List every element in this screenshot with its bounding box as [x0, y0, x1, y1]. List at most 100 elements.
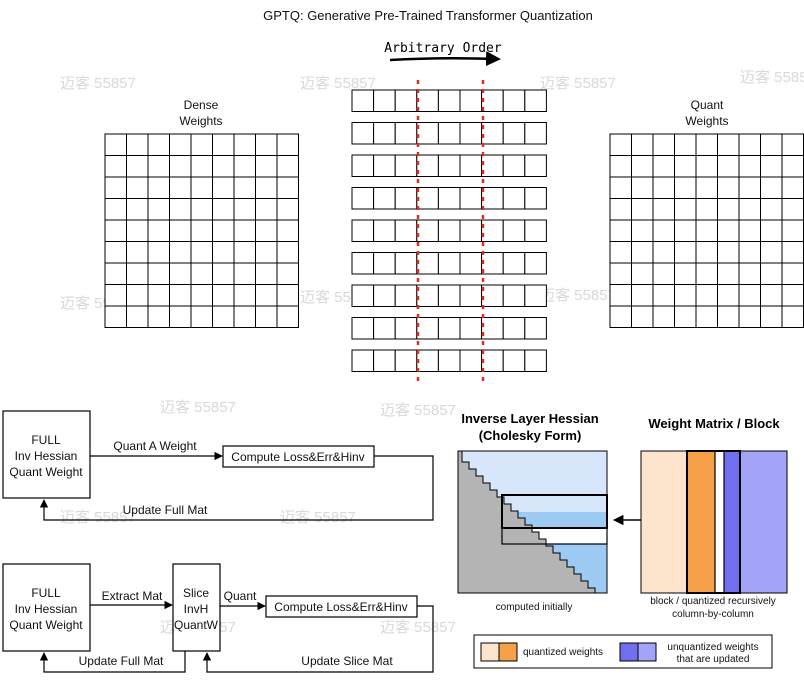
- grid-cell: [760, 133, 783, 156]
- row-cell: [502, 219, 526, 242]
- row-cell: [373, 219, 396, 242]
- legend-swatch-indigo: [619, 642, 639, 662]
- watermark: 迈客 55857: [280, 509, 356, 526]
- row-cell: [524, 284, 547, 307]
- grid-cell: [652, 198, 675, 221]
- grid-cell: [695, 176, 718, 199]
- grid-cell: [126, 241, 149, 264]
- grid-cell: [212, 241, 235, 264]
- grid-cell: [652, 241, 675, 264]
- row-cell: [373, 252, 396, 275]
- grid-cell: [717, 176, 740, 199]
- row-cell: [502, 284, 526, 307]
- grid-cell: [609, 241, 632, 264]
- unquantized-block: [724, 451, 740, 593]
- grid-cell: [609, 133, 632, 156]
- watermark: 迈客 55857: [60, 75, 136, 92]
- row-cell: [394, 349, 418, 372]
- grid-cell: [169, 198, 192, 221]
- box-text: Slice: [183, 586, 209, 600]
- grid-cell: [695, 284, 718, 307]
- row-cell: [459, 317, 483, 340]
- grid-cell: [169, 262, 192, 285]
- grid-cell: [609, 305, 632, 328]
- grid-cell: [738, 262, 761, 285]
- watermark: 迈客 55857: [300, 75, 376, 92]
- dense-label: Dense: [184, 98, 219, 112]
- grid-cell: [126, 262, 149, 285]
- row-cell: [481, 122, 504, 145]
- grid-cell: [652, 262, 675, 285]
- row-cell: [394, 89, 418, 112]
- box-text: Inv Hessian: [15, 602, 78, 616]
- quant-label: Quant: [224, 589, 257, 603]
- row-cell: [502, 317, 526, 340]
- legend-unquantized-label: unquantized weights: [667, 642, 758, 653]
- grid-cell: [781, 133, 804, 156]
- row-cell: [351, 284, 375, 307]
- row-cell: [373, 284, 396, 307]
- grid-cell: [717, 155, 740, 178]
- row-cell: [524, 89, 547, 112]
- grid-cell: [147, 219, 170, 242]
- grid-cell: [190, 262, 213, 285]
- grid-cell: [212, 155, 235, 178]
- grid-cell: [695, 155, 718, 178]
- row-cell: [373, 187, 396, 210]
- watermark: 迈客 55857: [540, 75, 616, 92]
- row-cell: [394, 154, 418, 177]
- grid-cell: [190, 305, 213, 328]
- watermark: 迈客 55857: [160, 399, 236, 416]
- grid-cell: [233, 241, 256, 264]
- watermark: 迈客 55857: [380, 402, 456, 419]
- row-cell: [351, 252, 375, 275]
- grid-cell: [212, 133, 235, 156]
- grid-cell: [169, 219, 192, 242]
- grid-cell: [674, 176, 697, 199]
- row-cell: [416, 122, 439, 145]
- grid-cell: [717, 262, 740, 285]
- row-cell: [524, 154, 547, 177]
- legend-swatch-orange: [498, 642, 518, 662]
- grid-cell: [652, 219, 675, 242]
- grid-cell: [233, 284, 256, 307]
- row-cell: [437, 187, 461, 210]
- box-text: Inv Hessian: [15, 449, 78, 463]
- grid-cell: [760, 284, 783, 307]
- row-cell: [351, 219, 375, 242]
- row-cell: [394, 317, 418, 340]
- grid-cell: [147, 262, 170, 285]
- grid-cell: [169, 155, 192, 178]
- page-title: GPTQ: Generative Pre-Trained Transformer…: [263, 8, 593, 23]
- grid-cell: [738, 305, 761, 328]
- quant-label: Quant: [691, 98, 724, 112]
- grid-cell: [169, 284, 192, 307]
- grid-cell: [609, 219, 632, 242]
- grid-cell: [674, 155, 697, 178]
- update-full-arrow: [39, 651, 186, 673]
- compute-loss-label: Compute Loss&Err&Hinv: [231, 450, 364, 464]
- grid-cell: [674, 219, 697, 242]
- row-cell: [351, 187, 375, 210]
- row-cell: [437, 317, 461, 340]
- grid-cell: [255, 284, 278, 307]
- watermark: 迈客 55857: [740, 69, 804, 86]
- grid-cell: [674, 198, 697, 221]
- row-cell: [502, 349, 526, 372]
- grid-cell: [190, 284, 213, 307]
- row-cell: [524, 187, 547, 210]
- row-cell: [373, 122, 396, 145]
- grid-cell: [609, 155, 632, 178]
- grid-cell: [652, 305, 675, 328]
- grid-cell: [255, 176, 278, 199]
- row-cell: [459, 284, 483, 307]
- grid-cell: [781, 198, 804, 221]
- grid-cell: [781, 284, 804, 307]
- row-cell: [502, 122, 526, 145]
- unquantized-region: [739, 450, 788, 594]
- watermark: 迈客 55857: [540, 287, 616, 304]
- grid-cell: [760, 305, 783, 328]
- grid-cell: [695, 219, 718, 242]
- quantized-column: [687, 451, 715, 593]
